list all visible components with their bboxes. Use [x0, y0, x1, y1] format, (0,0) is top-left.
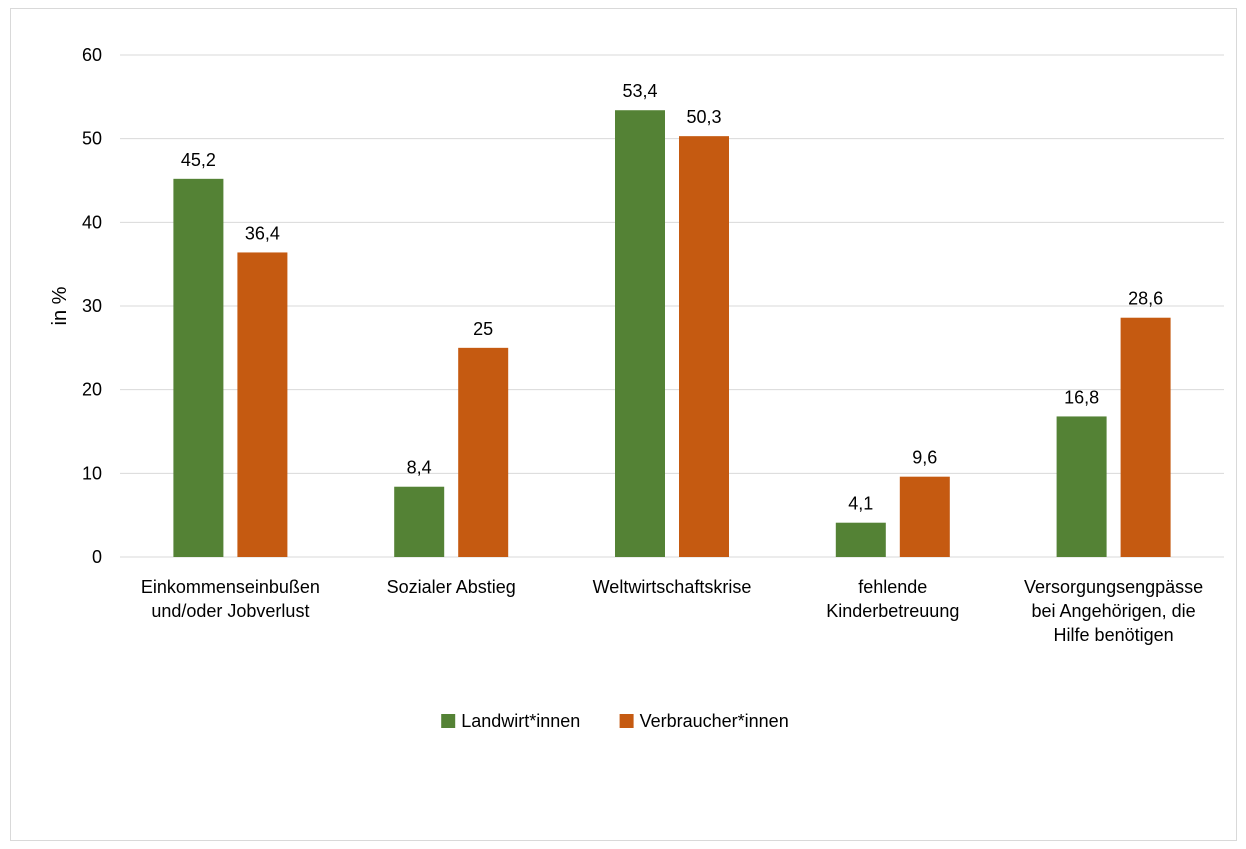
x-tick-label: und/oder Jobverlust	[151, 601, 309, 621]
bar	[237, 252, 288, 557]
x-tick-label: bei Angehörigen, die	[1032, 601, 1196, 621]
bar	[899, 476, 950, 557]
bar	[173, 178, 224, 557]
x-tick-label: Sozialer Abstieg	[387, 577, 516, 597]
x-tick-label: Versorgungsengpässe	[1024, 577, 1203, 597]
data-label: 8,4	[407, 458, 432, 478]
legend-swatch	[619, 714, 634, 728]
legend-swatch	[441, 714, 456, 728]
bar	[458, 347, 509, 557]
data-label: 9,6	[912, 448, 937, 468]
x-tick-label: Weltwirtschaftskrise	[593, 577, 752, 597]
legend-entry: Verbraucher*innen	[640, 711, 789, 731]
x-tick-label: Kinderbetreuung	[826, 601, 959, 621]
bar	[1056, 416, 1107, 557]
data-label: 25	[473, 319, 493, 339]
bar	[394, 486, 445, 557]
y-tick-label: 30	[82, 296, 102, 316]
y-tick-label: 10	[82, 463, 102, 483]
legend-entry: Landwirt*innen	[461, 711, 580, 731]
x-tick-label: Einkommenseinbußen	[141, 577, 320, 597]
y-tick-label: 50	[82, 129, 102, 149]
data-label: 53,4	[622, 81, 657, 101]
x-tick-label: fehlende	[858, 577, 927, 597]
data-label: 50,3	[686, 107, 721, 127]
data-label: 28,6	[1128, 289, 1163, 309]
data-label: 4,1	[848, 494, 873, 514]
data-label: 36,4	[245, 223, 280, 243]
y-axis-label: in %	[49, 286, 71, 325]
bar	[679, 136, 729, 557]
bar	[1120, 317, 1171, 557]
x-tick-label: Hilfe benötigen	[1054, 625, 1174, 645]
data-label: 16,8	[1064, 387, 1099, 407]
bar	[835, 522, 886, 557]
y-tick-label: 20	[82, 380, 102, 400]
y-tick-label: 0	[92, 547, 102, 567]
data-label: 45,2	[181, 150, 216, 170]
y-tick-label: 60	[82, 45, 102, 65]
y-tick-label: 40	[82, 212, 102, 232]
bar	[615, 110, 665, 557]
